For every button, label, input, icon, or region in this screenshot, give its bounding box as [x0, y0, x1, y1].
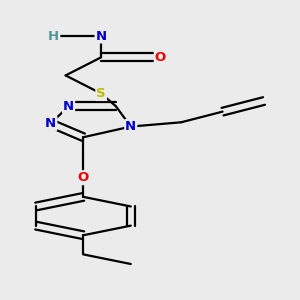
Text: O: O	[155, 51, 166, 64]
Text: O: O	[78, 171, 89, 184]
Text: N: N	[96, 29, 107, 43]
Text: N: N	[63, 100, 74, 113]
Text: H: H	[48, 29, 59, 43]
Text: N: N	[45, 117, 56, 130]
Text: S: S	[96, 87, 106, 100]
Text: N: N	[125, 120, 136, 133]
